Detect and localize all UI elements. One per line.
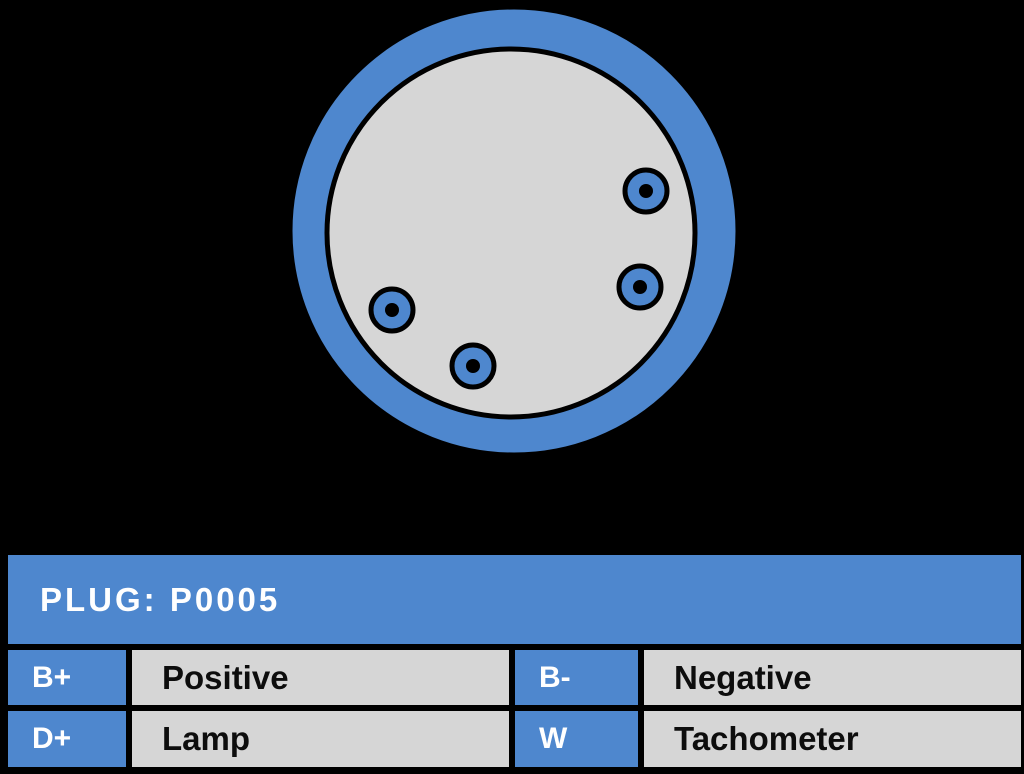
terminal-left-pin — [385, 303, 399, 317]
plug-pin-grid: B+ Positive B- Negative D+ Lamp W Tachom… — [8, 650, 1021, 767]
pin-desc-tachometer: Tachometer — [644, 711, 1021, 767]
plug-connector-diagram — [290, 7, 738, 455]
pin-desc-negative: Negative — [644, 650, 1021, 705]
plug-table-header: PLUG: P0005 — [8, 555, 1021, 644]
plug-face — [324, 46, 698, 420]
pin-label-d-plus: D+ — [8, 711, 126, 767]
pin-label-b-minus: B- — [515, 650, 638, 705]
pin-label-w: W — [515, 711, 638, 767]
pin-label-b-plus: B+ — [8, 650, 126, 705]
plug-title: PLUG: P0005 — [40, 580, 281, 618]
pin-desc-lamp: Lamp — [132, 711, 509, 767]
terminal-right-pin — [633, 280, 647, 294]
plug-terminals — [368, 167, 670, 390]
plug-table: PLUG: P0005 B+ Positive B- Negative D+ L… — [0, 555, 1024, 774]
terminal-top-right-pin — [639, 184, 653, 198]
pin-desc-positive: Positive — [132, 650, 509, 705]
terminal-bottom-pin — [466, 359, 480, 373]
